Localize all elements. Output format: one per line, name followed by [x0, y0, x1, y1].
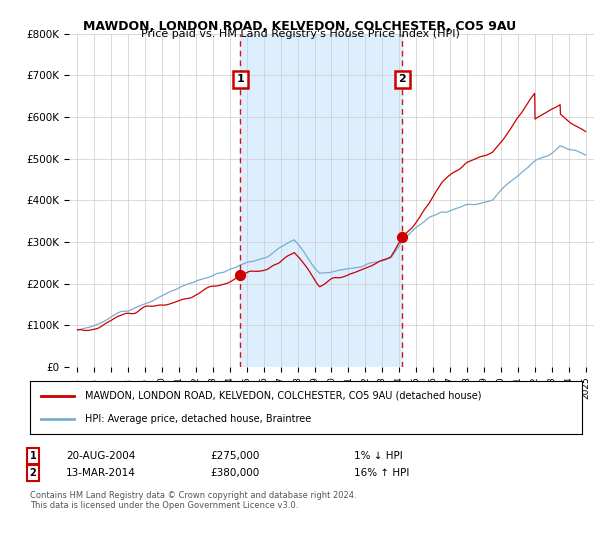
- Text: 2: 2: [29, 468, 37, 478]
- Text: This data is licensed under the Open Government Licence v3.0.: This data is licensed under the Open Gov…: [30, 501, 298, 510]
- Text: 1: 1: [29, 451, 37, 461]
- Text: 2: 2: [398, 74, 406, 85]
- Text: £275,000: £275,000: [210, 451, 259, 461]
- Text: MAWDON, LONDON ROAD, KELVEDON, COLCHESTER, CO5 9AU: MAWDON, LONDON ROAD, KELVEDON, COLCHESTE…: [83, 20, 517, 32]
- Text: Price paid vs. HM Land Registry's House Price Index (HPI): Price paid vs. HM Land Registry's House …: [140, 29, 460, 39]
- Bar: [241, 34, 403, 367]
- Text: 20-AUG-2004: 20-AUG-2004: [66, 451, 136, 461]
- Point: [236, 270, 245, 279]
- Text: Contains HM Land Registry data © Crown copyright and database right 2024.: Contains HM Land Registry data © Crown c…: [30, 491, 356, 500]
- Text: 16% ↑ HPI: 16% ↑ HPI: [354, 468, 409, 478]
- Text: HPI: Average price, detached house, Braintree: HPI: Average price, detached house, Brai…: [85, 414, 311, 424]
- Point: [398, 233, 407, 242]
- Text: £380,000: £380,000: [210, 468, 259, 478]
- Text: 1% ↓ HPI: 1% ↓ HPI: [354, 451, 403, 461]
- Text: MAWDON, LONDON ROAD, KELVEDON, COLCHESTER, CO5 9AU (detached house): MAWDON, LONDON ROAD, KELVEDON, COLCHESTE…: [85, 391, 482, 401]
- Text: 13-MAR-2014: 13-MAR-2014: [66, 468, 136, 478]
- Text: 1: 1: [236, 74, 244, 85]
